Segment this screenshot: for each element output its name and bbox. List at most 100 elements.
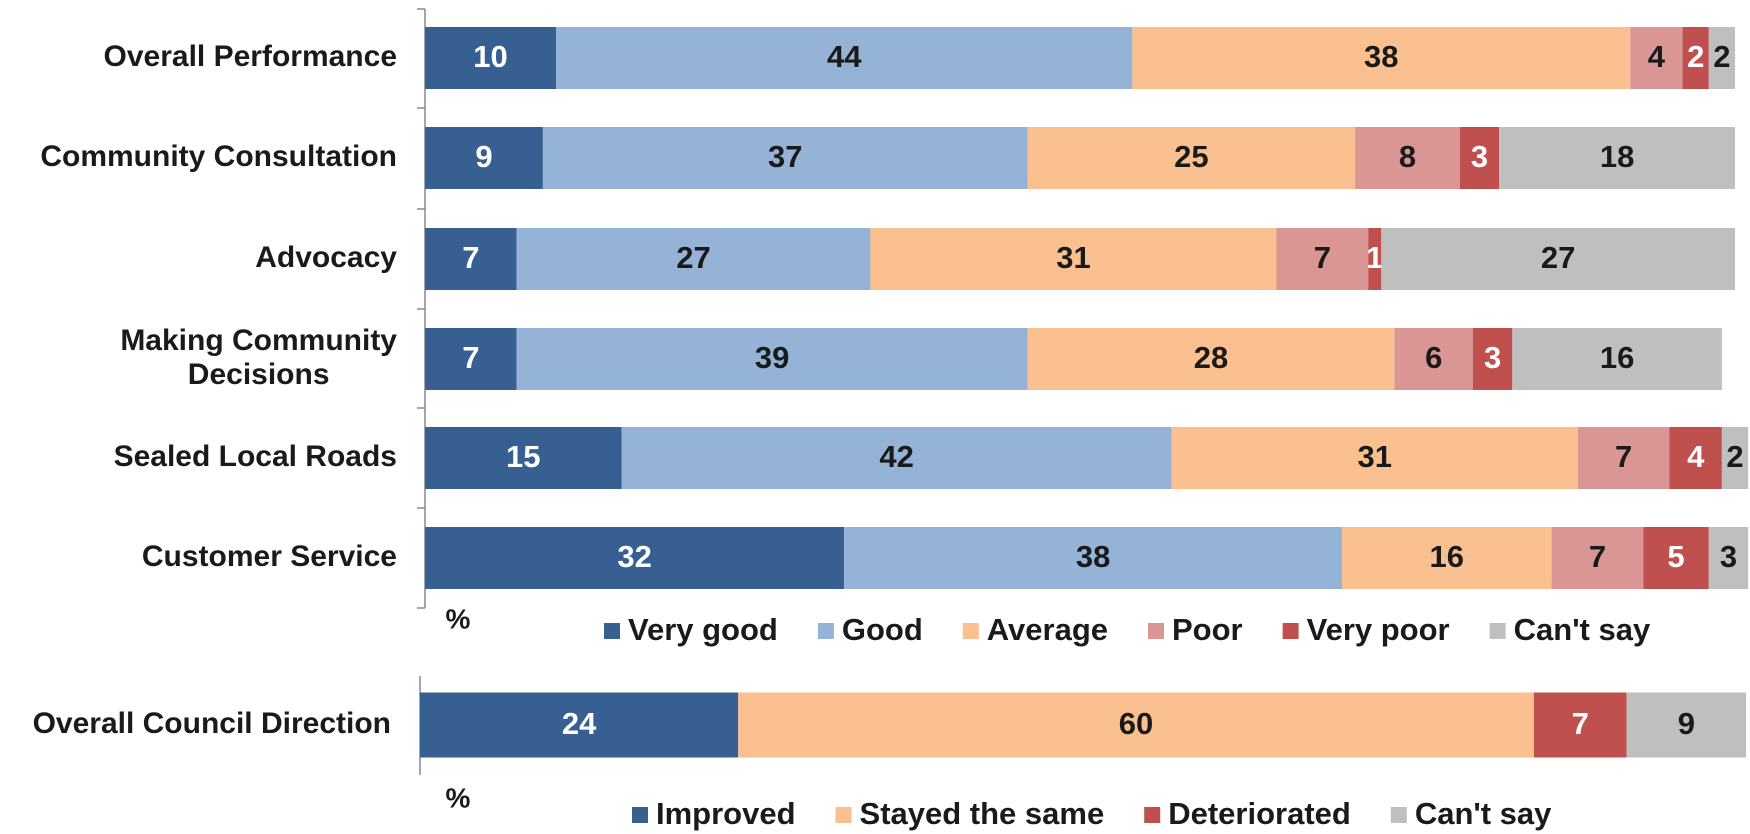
legend-swatch <box>817 623 834 639</box>
data-label: 37 <box>768 139 802 174</box>
data-label: 24 <box>562 706 597 741</box>
data-label: 8 <box>1399 139 1416 174</box>
category-label: Overall Council Direction <box>33 707 391 740</box>
data-label: 1 <box>1366 240 1383 275</box>
legend-label: Poor <box>1172 612 1243 647</box>
data-label: 15 <box>506 439 540 474</box>
data-label: 38 <box>1076 539 1110 574</box>
data-label: 10 <box>473 39 507 74</box>
bar-segment <box>1643 527 1709 589</box>
legend-label: Deteriorated <box>1168 796 1351 831</box>
bar-segment <box>420 692 739 758</box>
legend-swatch <box>632 807 648 823</box>
data-label: 7 <box>1615 439 1632 474</box>
bar-segment <box>1708 527 1749 589</box>
legend-swatch <box>835 807 852 823</box>
data-label: 4 <box>1648 39 1666 74</box>
data-label: 38 <box>1364 39 1398 74</box>
legend-label: Average <box>987 612 1108 647</box>
bar-segment <box>1669 427 1722 489</box>
bar-segment <box>1381 228 1735 290</box>
bar-segment <box>1355 127 1460 189</box>
bar-segment <box>425 527 845 589</box>
category-label: Overall Performance <box>104 40 397 73</box>
legend-label: Very poor <box>1307 612 1450 647</box>
category-label-line: Making Community <box>120 324 397 357</box>
bar-segment <box>516 328 1028 390</box>
legend-swatch <box>1148 623 1164 639</box>
bar-segment <box>844 527 1342 589</box>
bar-segment <box>425 127 543 189</box>
bar-segment <box>1533 692 1627 758</box>
data-label: 16 <box>1600 340 1634 375</box>
bar-segment <box>738 692 1534 758</box>
bar-segment <box>1027 127 1356 189</box>
data-label: 2 <box>1713 39 1730 74</box>
legend-swatch <box>1282 623 1299 639</box>
data-label: 7 <box>1572 706 1589 741</box>
data-label: 7 <box>462 340 479 375</box>
bar-segment <box>1459 127 1500 189</box>
bar-segment <box>1630 27 1683 89</box>
bar-segment <box>1626 692 1746 758</box>
data-label: 4 <box>1687 439 1705 474</box>
bar-segment <box>425 427 622 489</box>
data-label: 6 <box>1425 340 1442 375</box>
data-label: 44 <box>827 39 862 74</box>
category-label: Customer Service <box>142 540 397 573</box>
bar-segment <box>425 328 517 390</box>
bar-segment <box>621 427 1172 489</box>
bar-segment <box>1499 127 1735 189</box>
bar-segment <box>1551 527 1644 589</box>
bar-segment <box>1342 527 1552 589</box>
bar-segment <box>1132 27 1631 89</box>
data-label: 3 <box>1720 539 1737 574</box>
legend-label: Good <box>842 612 923 647</box>
legend-swatch <box>604 623 620 639</box>
bar-segment <box>1577 427 1670 489</box>
data-label: 60 <box>1119 706 1153 741</box>
data-label: 31 <box>1056 240 1090 275</box>
data-label: 27 <box>676 240 710 275</box>
data-label: 18 <box>1600 139 1634 174</box>
bar-segment <box>1027 328 1395 390</box>
bar-segment <box>425 228 517 290</box>
data-label: 3 <box>1471 139 1488 174</box>
bar-segment <box>425 27 556 89</box>
legend-label: Very good <box>628 612 778 647</box>
data-label: 32 <box>617 539 651 574</box>
bar-segment <box>556 27 1133 89</box>
axis-unit: % <box>446 782 471 813</box>
bar-segment <box>1276 228 1369 290</box>
legend-swatch <box>1390 807 1407 823</box>
bar-segment <box>1368 228 1382 290</box>
axis-unit: % <box>446 603 471 634</box>
data-label: 16 <box>1430 539 1464 574</box>
bar-segment <box>1512 328 1722 390</box>
data-label: 2 <box>1726 439 1743 474</box>
data-label: 3 <box>1484 340 1501 375</box>
legend-swatch <box>1489 623 1506 639</box>
data-label: 9 <box>1678 706 1695 741</box>
data-label: 7 <box>1314 240 1331 275</box>
data-label: 5 <box>1667 539 1684 574</box>
legend-swatch <box>962 623 979 639</box>
legend-label: Improved <box>656 796 796 831</box>
data-label: 2 <box>1687 39 1704 74</box>
data-label: 39 <box>755 340 789 375</box>
legend-label: Can't say <box>1514 612 1651 647</box>
category-label: Community Consultation <box>40 140 397 173</box>
data-label: 7 <box>462 240 479 275</box>
data-label: 27 <box>1541 240 1575 275</box>
category-label: Advocacy <box>255 241 397 274</box>
bar-segment <box>1473 328 1513 390</box>
bar-segment <box>1394 328 1473 390</box>
bar-segment <box>1708 27 1735 89</box>
legend-label: Can't say <box>1415 796 1552 831</box>
legend-swatch <box>1144 807 1161 823</box>
data-label: 42 <box>879 439 913 474</box>
category-label: Making Community Decisions <box>120 324 397 391</box>
bar-segment <box>1171 427 1578 489</box>
bar-segment <box>1682 27 1709 89</box>
category-label: Sealed Local Roads <box>114 440 397 473</box>
